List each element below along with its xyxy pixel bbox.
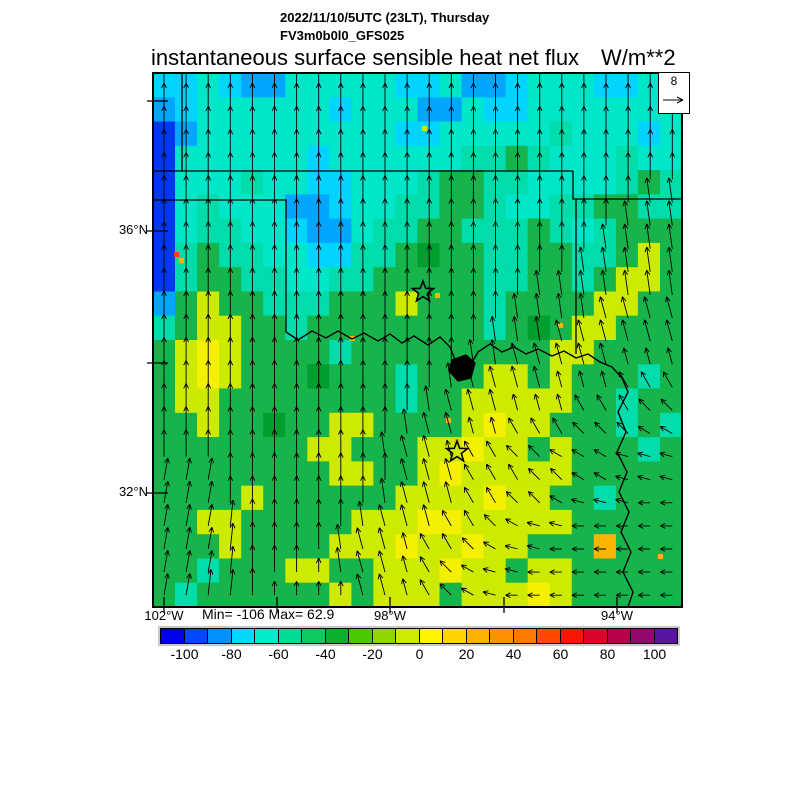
colorbar-tick-20: 20 <box>458 646 475 662</box>
colorbar <box>158 626 680 646</box>
colorbar-tick-0: 0 <box>415 646 424 662</box>
axis-ticks <box>147 100 618 613</box>
colorbar-segment-12 <box>443 629 467 643</box>
star-marker-2 <box>444 438 470 463</box>
vector-reference-value: 8 <box>670 74 678 88</box>
colorbar-segment-5 <box>278 629 302 643</box>
map-frame <box>152 72 683 608</box>
colorbar-segment-7 <box>325 629 349 643</box>
lon-label-102°W: 102°W <box>144 608 184 623</box>
wind-vectors <box>161 73 676 599</box>
colorbar-segment-11 <box>419 629 443 643</box>
units-label: W/m**2 <box>601 45 676 70</box>
colorbar-segment-18 <box>584 629 608 643</box>
vector-reference-box: 8 <box>658 72 690 114</box>
star-marker-1 <box>410 278 436 303</box>
lat-label-36°N: 36°N <box>118 222 148 237</box>
colorbar-segment-0 <box>161 629 185 643</box>
city-star-markers <box>410 278 470 463</box>
lon-label-98°W: 98°W <box>374 608 406 623</box>
colorbar-tick--40: -40 <box>315 646 336 662</box>
colorbar-segment-14 <box>490 629 514 643</box>
lat-label-32°N: 32°N <box>118 484 148 499</box>
colorbar-tick--80: -80 <box>221 646 242 662</box>
colorbar-segment-13 <box>466 629 490 643</box>
mo-corner-border <box>572 171 682 200</box>
colorbar-segment-16 <box>537 629 561 643</box>
map-clipped-content <box>153 73 682 607</box>
colorbar-segment-19 <box>607 629 631 643</box>
colorbar-segment-8 <box>349 629 373 643</box>
colorbar-segment-1 <box>184 629 208 643</box>
colorbar-tick-80: 80 <box>599 646 616 662</box>
model-title: FV3m0b0l0_GFS025 <box>280 28 405 43</box>
colorbar-segment-17 <box>560 629 584 643</box>
page-title: instantaneous surface sensible heat net … <box>151 45 580 70</box>
colorbar-segment-20 <box>631 629 655 643</box>
colorbar-segment-3 <box>231 629 255 643</box>
reference-arrow-icon <box>663 96 684 104</box>
colorbar-tick--100: -100 <box>170 646 199 662</box>
colorbar-tick--20: -20 <box>362 646 383 662</box>
colorbar-segment-9 <box>372 629 396 643</box>
colorbar-segment-10 <box>396 629 420 643</box>
colorbar-segment-6 <box>302 629 326 643</box>
colorbar-tick-60: 60 <box>552 646 569 662</box>
datetime-title: 2022/11/10/5UTC (23LT), Thursday <box>280 10 490 25</box>
tx-panhandle-border <box>153 199 287 332</box>
minmax-stats: Min= -106 Max= 62.9 <box>202 606 335 622</box>
colorbar-tick-40: 40 <box>505 646 522 662</box>
colorbar-segment-2 <box>208 629 232 643</box>
colorbar-segment-4 <box>255 629 279 643</box>
colorbar-tick-100: 100 <box>642 646 667 662</box>
red-river-border <box>285 330 634 607</box>
colorbar-segment-15 <box>513 629 537 643</box>
colorbar-segment-21 <box>654 629 677 643</box>
lon-label-94°W: 94°W <box>601 608 633 623</box>
colorbar-tick--60: -60 <box>268 646 289 662</box>
